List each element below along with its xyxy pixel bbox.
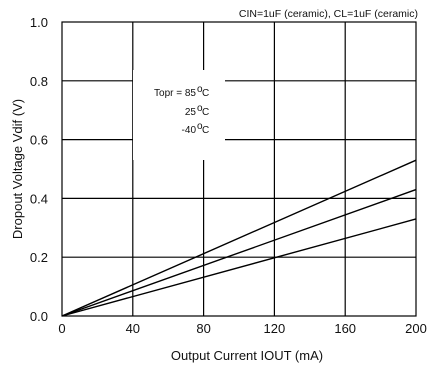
annotation-line: -40 (182, 125, 197, 136)
x-tick-label: 0 (58, 321, 65, 336)
x-tick-label: 40 (126, 321, 140, 336)
degree-symbol: o (197, 103, 203, 114)
series-line-3 (61, 218, 417, 317)
plot-frame (61, 21, 417, 317)
y-tick-label: 0.4 (30, 191, 48, 206)
series-line-1 (61, 159, 417, 317)
series-group (61, 159, 417, 317)
y-tick-label: 0.8 (30, 74, 48, 89)
degree-symbol: o (197, 84, 203, 95)
y-tick-label: 0.6 (30, 133, 48, 148)
x-tick-label: 200 (405, 321, 427, 336)
y-tick-label: 0.0 (30, 309, 48, 324)
annotation-line: Topr = 85 (154, 88, 196, 99)
degree-symbol: o (197, 121, 203, 132)
y-tick-label: 0.2 (30, 250, 48, 265)
temperature-annotation: Topr = 85 o C25 o C-40 o C (154, 84, 209, 136)
grid (62, 22, 416, 316)
x-tick-label: 80 (196, 321, 210, 336)
series-line-2 (61, 188, 417, 317)
condition-note: CIN=1uF (ceramic), CL=1uF (ceramic) (239, 8, 418, 20)
x-tick-label: 120 (264, 321, 286, 336)
annotation-line: 25 (185, 107, 197, 118)
annotation-background (133, 70, 225, 160)
annotation-unit: C (202, 88, 209, 99)
x-tick-labels: 0 40 80 120 160 200 (58, 321, 426, 336)
y-axis-label: Dropout Voltage Vdif (V) (10, 99, 25, 239)
x-axis-label: Output Current IOUT (mA) (171, 348, 323, 363)
annotation-unit: C (202, 125, 209, 136)
annotation-unit: C (202, 107, 209, 118)
y-tick-labels: 0.0 0.2 0.4 0.6 0.8 1.0 (30, 15, 48, 324)
x-tick-label: 160 (334, 321, 356, 336)
y-tick-label: 1.0 (30, 15, 48, 30)
